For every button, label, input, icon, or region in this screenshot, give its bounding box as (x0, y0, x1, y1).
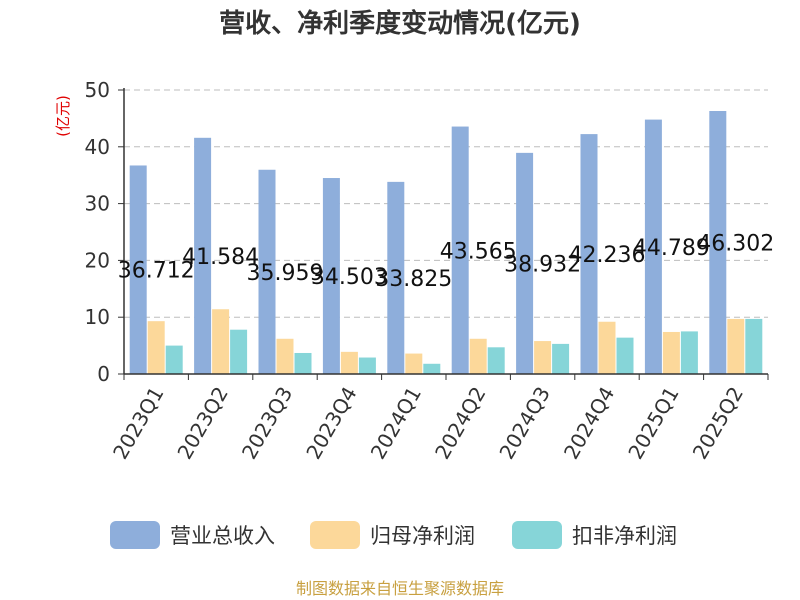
x-tick-label: 2023Q1 (108, 383, 168, 464)
x-tick-label: 2024Q3 (494, 383, 554, 464)
x-tick-label: 2025Q2 (688, 383, 748, 464)
legend-label[interactable]: 扣非净利润 (572, 524, 677, 548)
x-tick-label: 2025Q1 (623, 383, 683, 464)
chart-title: 营收、净利季度变动情况(亿元) (219, 8, 581, 39)
bar-series-1 (709, 111, 727, 374)
bar-series-3 (487, 347, 505, 374)
bar-series-1 (194, 137, 212, 374)
data-label: 43.565 (440, 239, 517, 264)
bar-series-1 (129, 165, 147, 374)
source-note: 制图数据来自恒生聚源数据库 (296, 579, 504, 598)
bar-series-3 (294, 352, 312, 374)
legend[interactable]: 营业总收入 归母净利润 扣非净利润 (110, 521, 677, 549)
bar-series-3 (230, 329, 248, 374)
legend-swatch[interactable] (110, 521, 160, 549)
data-label: 44.789 (633, 236, 710, 261)
bar-series-1 (516, 152, 534, 374)
y-axis-unit: (亿元) (54, 95, 72, 137)
y-tick-label: 20 (85, 248, 110, 272)
x-tick-label: 2024Q1 (366, 383, 426, 464)
data-label: 33.825 (375, 267, 452, 292)
bar-series-1 (322, 178, 340, 374)
x-tick-label: 2024Q2 (430, 383, 490, 464)
bar-series-1 (451, 126, 469, 374)
y-tick-label: 10 (85, 305, 110, 329)
data-label: 38.932 (504, 252, 581, 277)
bars (129, 111, 763, 374)
data-label: 41.584 (182, 245, 259, 270)
y-tick-label: 50 (85, 78, 110, 102)
data-label: 35.959 (247, 261, 324, 286)
data-label: 42.236 (569, 243, 646, 268)
x-tick-label: 2023Q2 (172, 383, 232, 464)
legend-label[interactable]: 归母净利润 (370, 524, 475, 548)
bar-series-3 (680, 331, 698, 374)
bar-series-1 (580, 134, 598, 374)
bar-series-3 (358, 357, 376, 374)
x-tick-label: 2024Q4 (559, 383, 619, 464)
data-label: 34.503 (311, 265, 388, 290)
x-tick-label: 2023Q4 (301, 383, 361, 464)
y-tick-label: 0 (97, 362, 110, 386)
bar-series-2 (147, 321, 165, 374)
bar-series-3 (165, 345, 183, 374)
bar-series-3 (616, 337, 634, 374)
bar-series-2 (212, 309, 230, 374)
bar-series-2 (727, 318, 745, 374)
bar-series-2 (340, 351, 358, 374)
grid-lines (124, 89, 768, 318)
bar-series-1 (387, 181, 405, 374)
bar-series-1 (258, 169, 276, 374)
y-tick-label: 40 (85, 135, 110, 159)
legend-swatch[interactable] (512, 521, 562, 549)
bar-series-2 (534, 341, 552, 374)
bar-series-3 (552, 343, 570, 374)
legend-swatch[interactable] (310, 521, 360, 549)
bar-series-2 (469, 338, 487, 374)
x-tick-label: 2023Q3 (237, 383, 297, 464)
legend-label[interactable]: 营业总收入 (170, 524, 275, 548)
data-label: 36.712 (118, 259, 195, 284)
y-tick-label: 30 (85, 192, 110, 216)
bar-series-3 (423, 363, 441, 374)
bar-series-2 (598, 321, 616, 374)
bar-series-1 (644, 119, 662, 374)
bar-series-2 (662, 331, 680, 374)
x-axis: 2023Q1 2023Q2 2023Q3 2023Q4 2024Q1 2024Q2 2024… (108, 373, 769, 464)
data-label: 46.302 (697, 232, 774, 257)
y-axis-ticks: 0 10 20 30 40 50 (85, 78, 125, 386)
bar-series-3 (745, 318, 763, 374)
bar-series-2 (276, 338, 294, 374)
bar-series-2 (405, 353, 423, 374)
